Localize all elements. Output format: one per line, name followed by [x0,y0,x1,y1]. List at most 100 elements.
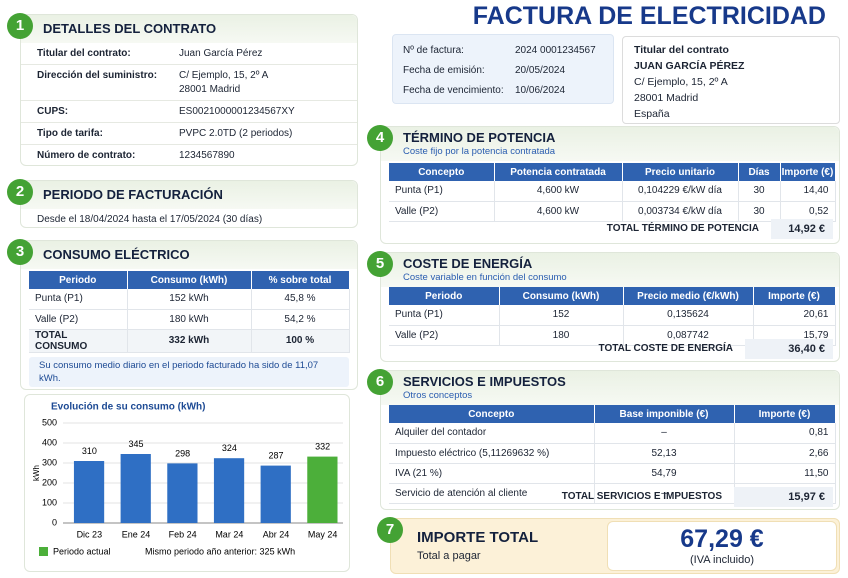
table-row: Valle (P2) 180 0,087742 15,79 [389,325,836,346]
contract-section: 1 DETALLES DEL CONTRATO Titular del contra… [7,13,358,166]
contract-value: Juan García Pérez [179,48,262,59]
info-row: Nº de factura: 2024 0001234567 [403,41,603,61]
total-value: 15,97 € [734,487,833,507]
holder-line: C/ Ejemplo, 15, 2º A [634,76,728,88]
table-cell: IVA (21 %) [389,463,595,484]
bar [213,458,245,523]
period-text: Desde el 18/04/2024 hasta el 17/05/2024 … [37,214,263,225]
table-cell: 0,104229 €/kW día [622,181,739,202]
legend-swatch [39,547,48,556]
y-tick-label: 400 [42,437,57,447]
section-title: DETALLES DEL CONTRATO [43,21,217,36]
table-cell: Servicio de atención al cliente [389,483,595,504]
table-cell: 30 [738,201,781,222]
info-label: Fecha de vencimiento: [403,85,504,96]
section-header: 5 COSTE DE ENERGÍA Coste variable en funci… [367,251,839,287]
consumption-section: 3 CONSUMO ELÉCTRICO Periodo Consumo (kWh)% … [7,239,358,390]
table-row: Impuesto eléctrico (5,11269632 %) 52,13 2,… [389,443,836,464]
chart-title: Evolución de su consumo (kWh) [51,402,205,413]
column-header: Precio medio (€/kWh) [623,287,754,305]
total-box: 67,29 € (IVA incluido) [607,521,837,571]
table-cell: 14,40 [780,181,836,202]
total-amount: 67,29 € [680,525,764,553]
chart-box: Evolución de su consumo (kWh) kWh 0 100 200 3… [24,394,350,572]
invoice-info: Nº de factura: 2024 0001234567 Fecha de em… [392,34,614,104]
table-cell: 45,8 % [251,289,350,310]
section-title: CONSUMO ELÉCTRICO [43,247,190,262]
table-row: IVA (21 %) 54,79 11,50 [389,463,836,484]
holder-box: Titular del contrato JUAN GARCÍA PÉREZ C/ … [622,36,840,124]
total-section: 7 IMPORTE TOTAL Total a pagar 67,29 € (IVA i… [377,517,840,574]
y-tick-label: 0 [52,517,57,527]
table-cell: Impuesto eléctrico (5,11269632 %) [389,443,595,464]
total-value: 14,92 € [771,219,833,239]
contract-row: CUPS: ES0021000001234567XY [21,101,357,123]
table-cell: 2,66 [734,443,836,464]
section-subtitle: Coste variable en función del consumo [403,272,567,283]
section-number: 5 [367,251,393,277]
contract-label: Titular del contrato: [37,48,131,59]
taxes-section: 6 SERVICIOS E IMPUESTOS Otros conceptos Con… [367,369,840,510]
table-cell: 30 [738,181,781,202]
table-cell: 20,61 [753,305,836,326]
table-cell: Alquiler del contador [389,423,595,444]
page-title: FACTURA DE ELECTRICIDAD [472,2,826,30]
holder-line: JUAN GARCÍA PÉREZ [634,60,745,72]
contract-value-line: PVPC 2.0TD (2 periodos) [179,128,293,139]
table-row: Punta (P1) 152 0,135624 20,61 [389,305,836,326]
column-header: % sobre total [251,271,350,289]
table-row: Valle (P2) 4,600 kW 0,003734 €/kW día 30 0,5… [389,201,836,222]
comparison-note: Mismo periodo año anterior: 325 kWh [145,546,295,556]
contract-label: Número de contrato: [37,150,136,161]
section-header: 2 PERIODO DE FACTURACIÓN [7,179,357,209]
section-title: TÉRMINO DE POTENCIA [403,130,556,145]
contract-label: Dirección del suministro: [37,70,158,81]
y-axis-label: kWh [32,465,41,481]
table-cell: – [594,483,735,504]
column-header: Consumo (kWh) [127,271,252,289]
table-row: Alquiler del contador –0,81 [389,423,836,444]
column-header: Concepto [389,163,495,181]
contract-value-line: C/ Ejemplo, 15, 2º A [179,70,269,81]
period-section: 2 PERIODO DE FACTURACIÓN Desde el 18/04/20… [7,179,358,228]
table-cell: 0,81 [734,423,836,444]
info-row: Fecha de vencimiento: 10/06/2024 [403,81,603,101]
x-tick-label: May 24 [308,529,338,539]
value-label: 324 [222,443,237,453]
table-row: Punta (P1) 4,600 kW 0,104229 €/kW día 30 14,… [389,181,836,202]
table-cell: 180 [499,325,624,346]
contract-value-line: ES0021000001234567XY [179,106,295,117]
table-cell: 4,600 kW [494,201,623,222]
column-header: Base imponible (€) [594,405,735,423]
contract-value-line: Juan García Pérez [179,48,263,59]
table-cell: 0,003734 €/kW día [622,201,739,222]
value-label: 345 [128,439,143,449]
section-subtitle: Otros conceptos [403,390,473,401]
info-label: Nº de factura: [403,45,464,56]
section-number: 1 [7,13,33,39]
table-cell: Punta (P1) [29,289,128,310]
x-tick-label: Mar 24 [215,529,243,539]
contract-label: CUPS: [37,106,69,117]
section-subtitle: Coste fijo por la potencia contratada [403,146,556,157]
column-header: Consumo (kWh) [499,287,624,305]
section-number: 7 [377,517,403,543]
table-cell: Punta (P1) [389,305,500,326]
table-cell: 54,79 [594,463,735,484]
table-row: Punta (P1) 152 kWh 45,8 % [29,289,350,310]
table-cell: 332 kWh [127,329,252,353]
holder-heading: Titular del contrato [634,44,729,56]
y-tick-label: 100 [42,497,57,507]
value-label: 332 [315,442,330,452]
info-value: 10/06/2024 [515,85,566,96]
table-cell: 152 [499,305,624,326]
table-cell: 0,087742 [623,325,754,346]
section-title: SERVICIOS E IMPUESTOS [403,374,566,389]
table-row: Valle (P2) 180 kWh 54,2 % [29,309,350,330]
total-subtitle: Total a pagar [417,550,481,562]
header-row: Periodo Consumo (kWh)% sobre total [29,271,350,289]
total-value: 36,40 € [745,339,833,359]
legend-label: Periodo actual [53,546,111,556]
section-header: 3 CONSUMO ELÉCTRICO [7,239,357,269]
contract-value-line: 1234567890 [179,150,235,161]
